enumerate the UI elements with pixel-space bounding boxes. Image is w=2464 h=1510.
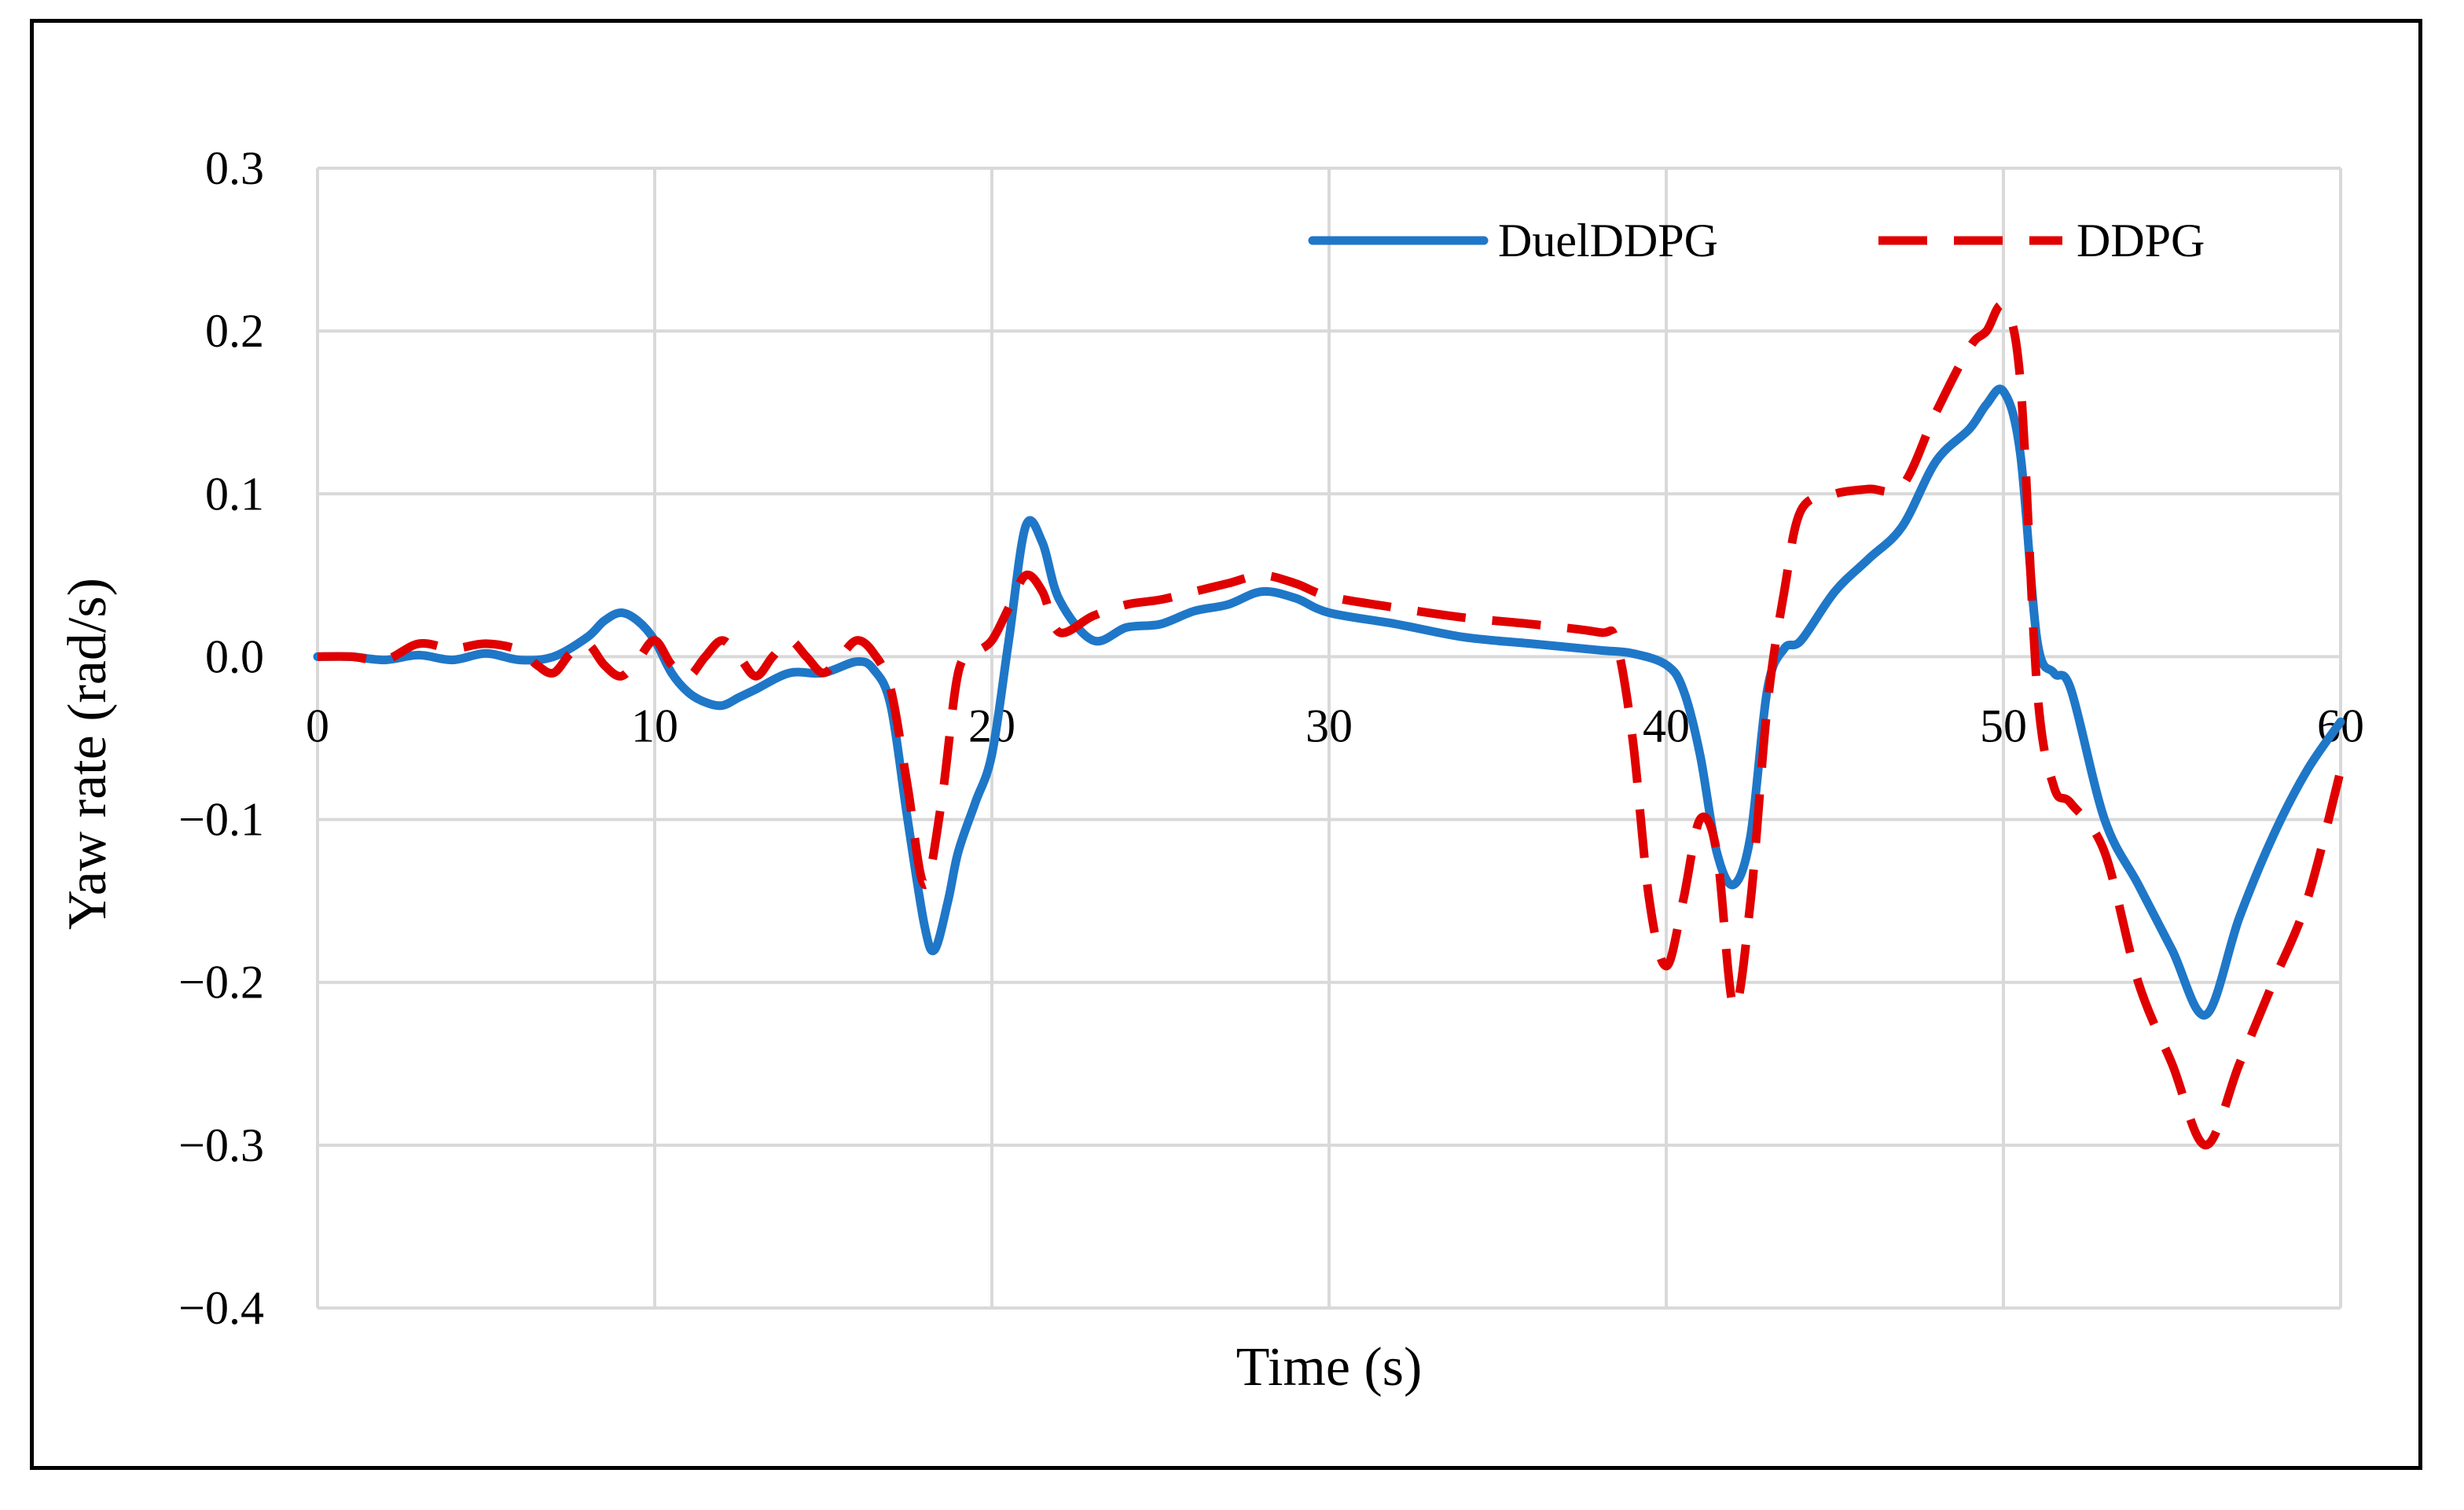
y-tick-label: 0.1 xyxy=(205,468,264,520)
y-tick-label: 0.3 xyxy=(205,142,264,194)
grid xyxy=(316,167,2342,1310)
x-tick-label: 40 xyxy=(1643,700,1690,751)
y-tick-label: −0.1 xyxy=(178,794,264,846)
y-tick-labels: 0.3 0.2 0.1 0.0 −0.1 −0.2 −0.3 −0.4 xyxy=(178,142,264,1334)
x-tick-label: 10 xyxy=(631,700,678,751)
x-tick-label: 50 xyxy=(1980,700,2027,751)
legend: DuelDDPG DDPG xyxy=(1308,215,2205,266)
legend-label-ddpg: DDPG xyxy=(2077,215,2205,266)
chart-frame xyxy=(30,19,2422,1470)
x-tick-labels: 0 10 20 30 40 50 60 xyxy=(306,700,2364,751)
y-tick-label: −0.2 xyxy=(178,957,264,1009)
x-tick-label: 30 xyxy=(1305,700,1353,751)
y-tick-label: −0.3 xyxy=(178,1119,264,1171)
legend-label-duelddpg: DuelDDPG xyxy=(1498,215,1718,266)
x-tick-label: 0 xyxy=(306,700,329,751)
y-tick-label: −0.4 xyxy=(178,1282,264,1334)
y-tick-label: 0.0 xyxy=(205,630,264,682)
y-axis-title: Yaw rate (rad/s) xyxy=(57,578,118,930)
series-lines xyxy=(313,300,2345,1150)
y-tick-label: 0.2 xyxy=(205,305,264,357)
x-axis-title: Time (s) xyxy=(1236,1337,1423,1398)
series-line-ddpg xyxy=(317,300,2345,1150)
